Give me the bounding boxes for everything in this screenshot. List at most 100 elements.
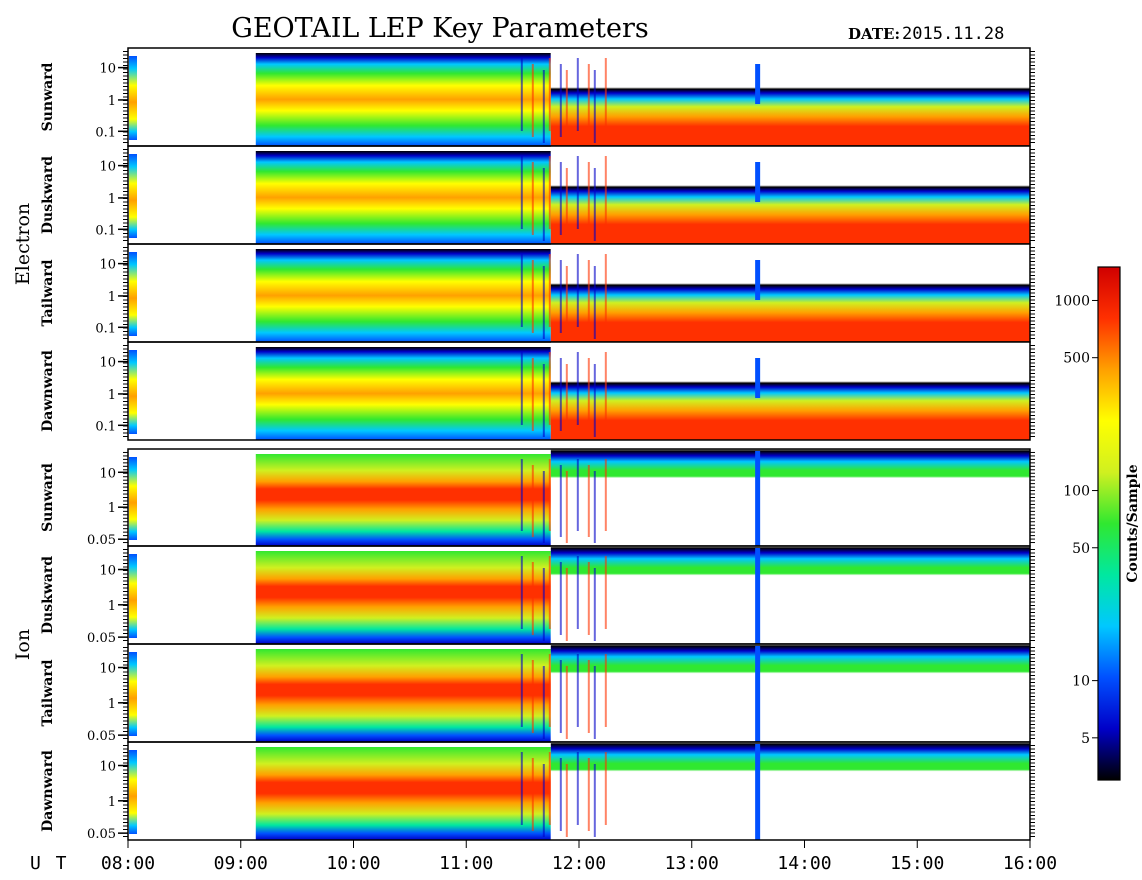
y-tick-label: 1: [108, 192, 116, 207]
spectrogram-after: [550, 146, 1030, 244]
spectrogram-streak: [604, 254, 607, 327]
x-tick-label: 14:00: [777, 853, 831, 874]
x-tick-label: 11:00: [439, 853, 493, 874]
panel-electron-duskward: 10 1 0.1 Duskward: [40, 145, 1035, 245]
spectrogram-streak: [593, 471, 596, 543]
spectrogram-streak: [576, 752, 579, 825]
spectrogram-strip-early: [129, 652, 137, 736]
spectrogram-streak: [565, 70, 568, 143]
panel-electron-dawnward: 10 1 0.1 Dawnward: [40, 341, 1035, 441]
spectrogram-before: [255, 53, 551, 146]
spectrogram-streak: [559, 358, 562, 431]
y-tick-label: 0.1: [95, 223, 116, 238]
spectrogram-after: [550, 644, 1030, 742]
spectrogram-before: [255, 249, 551, 342]
spectrogram-strip-early: [129, 154, 137, 238]
x-tick-label: 09:00: [214, 853, 268, 874]
spectrogram-after: [550, 449, 1030, 546]
spectrogram-streak: [565, 764, 568, 837]
colorbar-tick-label: 10: [1072, 674, 1090, 690]
spectrogram-spike: [755, 358, 761, 398]
spectrogram-streak: [520, 752, 523, 825]
spectrogram-streak: [548, 156, 551, 229]
spectrogram-streak: [593, 666, 596, 739]
spectrogram-streak: [542, 168, 545, 241]
spectrogram-streak: [531, 358, 534, 431]
spectrogram-streak: [593, 70, 596, 143]
spectrogram-after: [550, 342, 1030, 440]
y-tick-label: 1: [108, 501, 116, 516]
y-tick-label: 1: [108, 599, 116, 614]
spectrogram-streak: [559, 162, 562, 235]
panel-stack: 10 1 0.1 Sunward 10 1 0.1 Duskward 10 1 0.1 Tailwar…: [40, 47, 1035, 842]
spectrogram-streak: [531, 64, 534, 137]
spectrogram-streak: [587, 64, 590, 137]
spectrogram-streak: [542, 764, 545, 837]
spectrogram-streak: [587, 358, 590, 431]
spectrogram-streak: [587, 465, 590, 537]
spectrogram-streak: [587, 562, 590, 635]
spectrogram-streak: [542, 568, 545, 641]
spectrogram-after: [550, 742, 1030, 840]
spectrogram-streak: [542, 471, 545, 543]
spectrogram-streak: [559, 465, 562, 537]
spectrogram-streak: [559, 562, 562, 635]
spectrogram-strip-early: [129, 56, 137, 140]
spectrogram-streak: [542, 266, 545, 339]
spectrogram-streak: [559, 758, 562, 831]
y-tick-label: 10: [99, 160, 116, 175]
y-tick-label: 1: [108, 388, 116, 403]
y-tick-label: 1: [108, 697, 116, 712]
spectrogram-streak: [593, 764, 596, 837]
spectrogram-before: [255, 347, 551, 440]
spectrogram-streak: [587, 162, 590, 235]
spectrogram-strip-early: [129, 750, 137, 834]
panel-label: Dawnward: [40, 350, 56, 432]
y-tick-label: 0.05: [87, 729, 116, 744]
spectrogram-streak: [593, 266, 596, 339]
spectrogram-streak: [559, 64, 562, 137]
spectrogram-strip-early: [129, 252, 137, 336]
x-tick-label: 12:00: [552, 853, 606, 874]
y-tick-label: 10: [99, 356, 116, 371]
y-tick-label: 0.05: [87, 631, 116, 646]
spectrogram-streak: [559, 660, 562, 733]
y-tick-label: 0.1: [95, 321, 116, 336]
spectrogram-streak: [576, 254, 579, 327]
panel-ion-sunward: 10 1 0.05 Sunward: [40, 448, 1035, 548]
spectrogram-streak: [520, 58, 523, 131]
panel-ion-duskward: 10 1 0.05 Duskward: [40, 545, 1035, 646]
y-tick-label: 0.1: [95, 125, 116, 140]
y-tick-label: 10: [99, 258, 116, 273]
spectrogram-streak: [604, 58, 607, 131]
panel-ion-tailward: 10 1 0.05 Tailward: [40, 643, 1035, 744]
spectrogram-streak: [548, 459, 551, 531]
spectrogram-streak: [548, 254, 551, 327]
spectrogram-streak: [531, 162, 534, 235]
panel-ion-dawnward: 10 1 0.05 Dawnward: [40, 741, 1035, 842]
spectrogram-streak: [565, 168, 568, 241]
spectrogram-streak: [604, 654, 607, 727]
spectrogram-streak: [531, 465, 534, 537]
spectrogram-streak: [593, 168, 596, 241]
spectrogram-before: [255, 454, 551, 546]
spectrogram-streak: [548, 58, 551, 131]
colorbar-tick-label: 5: [1081, 731, 1090, 747]
spectrogram-streak: [542, 666, 545, 739]
spectrogram-streak: [604, 352, 607, 425]
chart-title: GEOTAIL LEP Key Parameters: [231, 13, 649, 44]
spectrogram-strip-early: [129, 554, 137, 638]
x-tick-label: 16:00: [1003, 853, 1057, 874]
spectrogram-streak: [565, 266, 568, 339]
spectrogram-streak: [604, 556, 607, 629]
spectrogram-streak: [520, 352, 523, 425]
y-tick-label: 1: [108, 290, 116, 305]
colorbar-bar: [1097, 266, 1121, 781]
group-labels: Electron Ion: [12, 203, 34, 660]
colorbar-tick-label: 100: [1063, 484, 1090, 500]
x-axis-label: U T: [30, 853, 69, 874]
spectrogram-after: [550, 244, 1030, 342]
spectrogram-streak: [520, 459, 523, 531]
spectrogram-streak: [548, 352, 551, 425]
spectrogram-streak: [531, 758, 534, 831]
